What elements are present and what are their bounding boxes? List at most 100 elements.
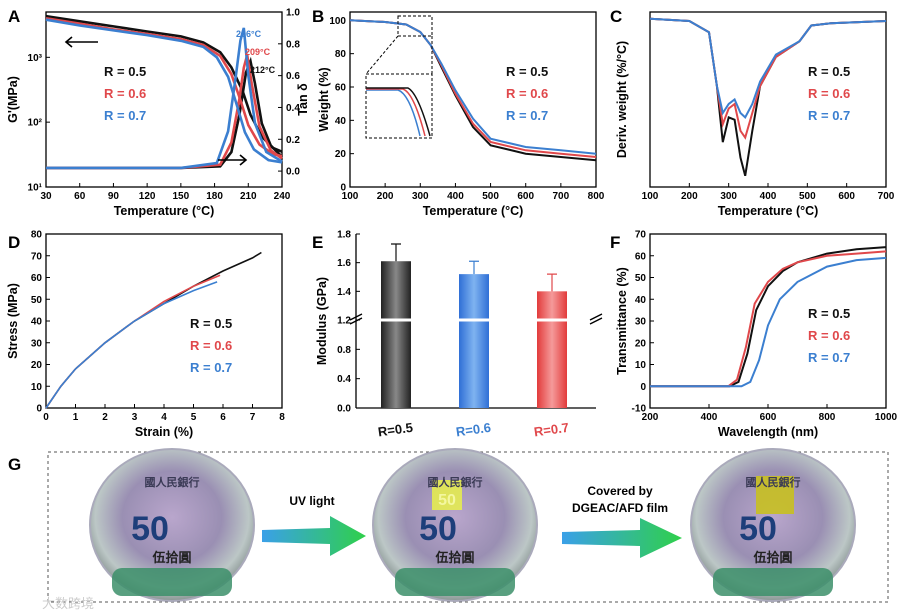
- b-plot-frame: [349, 11, 597, 188]
- e-ytick-label: 1.4: [337, 287, 351, 298]
- b-x-axis-label: Temperature (°C): [423, 204, 524, 218]
- a-y2tick-label: 0.8: [286, 39, 300, 50]
- uv-arrow: UV light: [262, 494, 366, 556]
- b-xtick-label: 500: [482, 191, 499, 202]
- e-axis-break-mark: [589, 313, 603, 325]
- a-xtick-label: 90: [108, 191, 120, 202]
- a-ytick-label: 10¹: [28, 183, 43, 194]
- d-xtick-label: 2: [102, 412, 108, 423]
- a-y2tick-label: 0.6: [286, 71, 300, 82]
- b-ytick-label: 60: [335, 83, 347, 94]
- b-xtick-label: 100: [342, 191, 359, 202]
- a-annot-209: 209°C: [245, 47, 271, 57]
- b-legend-r05: R = 0.5: [506, 64, 548, 79]
- a-right-arrow-icon: [218, 154, 248, 166]
- panel-f-letter: F: [610, 233, 620, 252]
- b-inset-frame: [365, 73, 433, 139]
- a-xtick-label: 60: [74, 191, 86, 202]
- e-ytick-label: 0.8: [337, 345, 351, 356]
- d-y-axis-label: Stress (MPa): [6, 283, 20, 359]
- d-ytick-label: 80: [31, 230, 43, 241]
- a2-y-axis-label: Tan δ: [296, 83, 310, 116]
- uv-arrow-icon: [262, 516, 366, 556]
- d-ytick-label: 60: [31, 273, 43, 284]
- f-y-axis-label: Transmittance (%): [615, 267, 629, 375]
- f-ytick-label: 40: [635, 295, 647, 306]
- svg-text:國人民銀行: 國人民銀行: [428, 475, 483, 489]
- c-x-axis-label: Temperature (°C): [718, 204, 819, 218]
- panel-g-photos: 國人民銀行 50 伍拾圓 國人民銀行 50 50 伍拾圓 國人民銀行 50 伍拾…: [42, 448, 889, 611]
- c-series-line: [649, 17, 887, 140]
- a-legend-r07: R = 0.7: [104, 108, 146, 123]
- cover-label-line1: Covered by: [587, 484, 653, 498]
- f-series-line: [650, 256, 887, 388]
- f-xtick-label: 800: [819, 412, 836, 423]
- d-xtick-label: 8: [279, 412, 285, 423]
- panel-b-letter: B: [312, 7, 324, 26]
- d-xtick-label: 4: [161, 412, 167, 423]
- uv-light-label: UV light: [289, 494, 334, 508]
- c-legend-r06: R = 0.6: [808, 86, 850, 101]
- b-ytick-label: 40: [335, 116, 347, 127]
- watermark-text: 大数跨境: [42, 596, 94, 611]
- d-ytick-label: 0: [36, 404, 42, 415]
- f-ytick-label: 30: [635, 317, 647, 328]
- b-xtick-label: 400: [447, 191, 464, 202]
- b-xtick-label: 800: [588, 191, 605, 202]
- d-legend-r07: R = 0.7: [190, 360, 232, 375]
- e-error-bar: [391, 243, 401, 262]
- a-xtick-label: 240: [274, 191, 291, 202]
- panel-a-chart: 30 60 90 120 150 180 210 240 10¹ 10² 10³ 0.0 0.2 0.4 0…: [6, 8, 310, 219]
- c-series-line: [649, 17, 887, 177]
- b-zoom-box: [397, 15, 433, 37]
- d-ytick-label: 50: [31, 295, 43, 306]
- f-xtick-label: 1000: [875, 412, 898, 423]
- panel-e-chart: 0.0 1.2 1.4 1.6 1.8 0.4 0.8 R=0.5 R=0.6 R=0.7 Modu…: [315, 230, 603, 440]
- c-xtick-label: 600: [838, 191, 855, 202]
- b-legend-r06: R = 0.6: [506, 86, 548, 101]
- e-category-label: R=0.7: [533, 420, 570, 440]
- d-xtick-label: 5: [191, 412, 197, 423]
- c-plot-frame: [649, 11, 887, 188]
- e-bar: [537, 291, 567, 408]
- b-ytick-label: 0: [340, 183, 346, 194]
- a-y2tick-label: 0.4: [286, 103, 300, 114]
- svg-text:國人民銀行: 國人民銀行: [145, 475, 200, 489]
- f-series-line: [650, 246, 887, 388]
- c-xtick-label: 700: [878, 191, 895, 202]
- a-series-modulus-line: [45, 18, 283, 164]
- cover-arrow: Covered by DGEAC/AFD film: [562, 484, 682, 558]
- b-xtick-label: 300: [412, 191, 429, 202]
- e-error-bar: [547, 273, 557, 292]
- f-xtick-label: 400: [701, 412, 718, 423]
- panel-b-chart: 100 200 300 400 500 600 700 800 0 20 40 60 80 100 R = …: [317, 11, 605, 218]
- a-ytick-label: 10³: [28, 53, 43, 64]
- c-xtick-label: 400: [760, 191, 777, 202]
- a-series-tandelta-line: [46, 27, 283, 170]
- c-legend-r07: R = 0.7: [808, 108, 850, 123]
- svg-text:伍拾圓: 伍拾圓: [151, 550, 191, 565]
- a-annot-206: 206°C: [236, 29, 262, 39]
- d-xtick-label: 1: [73, 412, 79, 423]
- a-xtick-label: 120: [139, 191, 156, 202]
- f-series-line: [650, 250, 887, 388]
- f-ytick-label: 60: [635, 251, 647, 262]
- c-series-line: [649, 17, 887, 120]
- a-x-axis-label: Temperature (°C): [114, 204, 215, 218]
- b-ytick-label: 80: [335, 49, 347, 60]
- c-legend-r05: R = 0.5: [808, 64, 850, 79]
- cover-arrow-icon: [562, 518, 682, 558]
- f-legend-r07: R = 0.7: [808, 350, 850, 365]
- f-ytick-label: 50: [635, 273, 647, 284]
- c-xtick-label: 300: [720, 191, 737, 202]
- coin-value-small-2: 50: [438, 492, 456, 509]
- a-left-arrow-icon: [64, 36, 98, 48]
- a-legend-r05: R = 0.5: [104, 64, 146, 79]
- coin-value-1: 50: [131, 510, 169, 548]
- f-xtick-label: 200: [642, 412, 659, 423]
- f-x-axis-label: Wavelength (nm): [718, 425, 818, 439]
- d-series-line: [45, 281, 218, 409]
- f-ytick-label: 0: [640, 382, 646, 393]
